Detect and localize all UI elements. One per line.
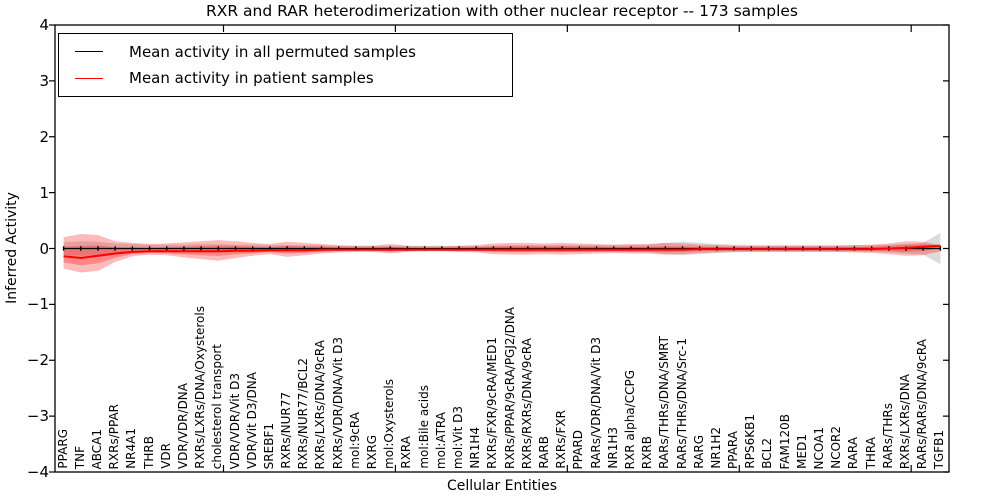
x-category-label: PPARD — [572, 430, 584, 470]
x-category-label: NCOA1 — [813, 427, 825, 469]
x-category-label: RPS6KB1 — [744, 414, 756, 469]
y-tick-label: −4 — [11, 463, 49, 481]
patient-band-inner — [64, 244, 941, 265]
x-category-label: mol:ATRA — [435, 412, 447, 469]
x-category-label: THRB — [143, 436, 155, 469]
x-category-label: RXRs/VDR/DNA/Vit D3 — [332, 337, 344, 469]
x-category-label: NR1H2 — [710, 427, 722, 469]
x-category-label: RARB — [538, 436, 550, 469]
y-tick-label: −2 — [11, 351, 49, 369]
x-category-label: RXRs/FXR — [555, 410, 567, 469]
x-category-label: RXRA — [400, 436, 412, 469]
x-category-label: PPARA — [727, 431, 739, 469]
y-tick-label: 4 — [11, 16, 49, 34]
x-category-label: BCL2 — [761, 438, 773, 469]
y-tick-label: 0 — [11, 240, 49, 258]
y-tick-label: −1 — [11, 295, 49, 313]
x-category-label: VDR/VDR/DNA — [177, 383, 189, 469]
x-category-label: RARs/THRs/DNA/SMRT — [658, 336, 670, 469]
x-category-label: VDR/VDR/Vit D3 — [229, 373, 241, 469]
x-category-label: RXRs/PPAR — [108, 404, 120, 469]
permuted-line-swatch — [75, 51, 103, 52]
legend: Mean activity in all permuted samples Me… — [58, 33, 513, 97]
x-category-label: RARA — [847, 437, 859, 469]
x-category-label: MED1 — [796, 434, 808, 469]
x-category-label: THRA — [865, 437, 877, 469]
x-category-label: PPARG — [57, 429, 69, 469]
x-category-label: ABCA1 — [91, 429, 103, 469]
x-category-label: NR1H3 — [607, 427, 619, 469]
x-category-label: NR4A1 — [125, 428, 137, 469]
x-category-label: SREBF1 — [263, 423, 275, 469]
x-category-label: RARs/THRs/DNA/Src-1 — [676, 338, 688, 469]
x-category-label: RXRs/NUR77 — [280, 392, 292, 469]
y-tick-label: 3 — [11, 72, 49, 90]
x-category-label: RARs/THRs — [882, 403, 894, 469]
legend-entry-permuted: Mean activity in all permuted samples — [59, 43, 512, 61]
x-category-label: mol:Bile acids — [418, 385, 430, 469]
figure: RXR and RAR heterodimerization with othe… — [0, 0, 1000, 500]
x-category-label: FAM120B — [779, 414, 791, 470]
x-category-label: RXRs/PPAR/9cRA/PGJ2/DNA — [504, 307, 516, 469]
x-category-label: RXRs/RXRs/DNA/9cRA — [521, 338, 533, 469]
y-tick-label: 2 — [11, 128, 49, 146]
x-category-label: NR1H4 — [469, 427, 481, 469]
x-category-label: RXRs/FXR/9cRA/MED1 — [486, 337, 498, 469]
x-category-label: mol:Oxysterols — [383, 379, 395, 469]
y-tick-label: 1 — [11, 184, 49, 202]
x-category-label: mol:Vit D3 — [452, 406, 464, 469]
legend-label-patient: Mean activity in patient samples — [129, 69, 374, 87]
x-category-label: cholesterol transport — [211, 344, 223, 469]
x-axis-label: Cellular Entities — [55, 478, 949, 494]
x-category-label: RXRB — [641, 436, 653, 469]
legend-entry-patient: Mean activity in patient samples — [59, 69, 512, 87]
x-category-label: RXRs/NUR77/BCL2 — [297, 358, 309, 469]
x-category-label: RARG — [693, 435, 705, 469]
y-tick-label: −3 — [11, 407, 49, 425]
x-category-label: TGFB1 — [933, 430, 945, 469]
x-category-label: NCOR2 — [830, 426, 842, 469]
x-category-label: RXRG — [366, 435, 378, 469]
x-category-label: RXRs/LXRs/DNA/9cRA — [314, 340, 326, 470]
x-category-label: VDR/Vit D3/DNA — [246, 372, 258, 469]
x-category-label: RARs/VDR/DNA/Vit D3 — [590, 337, 602, 469]
x-category-label: VDR — [160, 443, 172, 469]
x-category-label: mol:9cRA — [349, 412, 361, 469]
x-category-label: RXRs/LXRs/DNA/Oxysterols — [194, 306, 206, 469]
x-category-label: RXRs/LXRs/DNA — [899, 374, 911, 469]
patient-line-swatch — [75, 78, 103, 79]
legend-label-permuted: Mean activity in all permuted samples — [129, 43, 416, 61]
x-category-label: RARs/RARs/DNA/9cRA — [916, 339, 928, 469]
x-category-label: RXR alpha/CCPG — [624, 370, 636, 469]
x-category-label: TNF — [74, 446, 86, 469]
